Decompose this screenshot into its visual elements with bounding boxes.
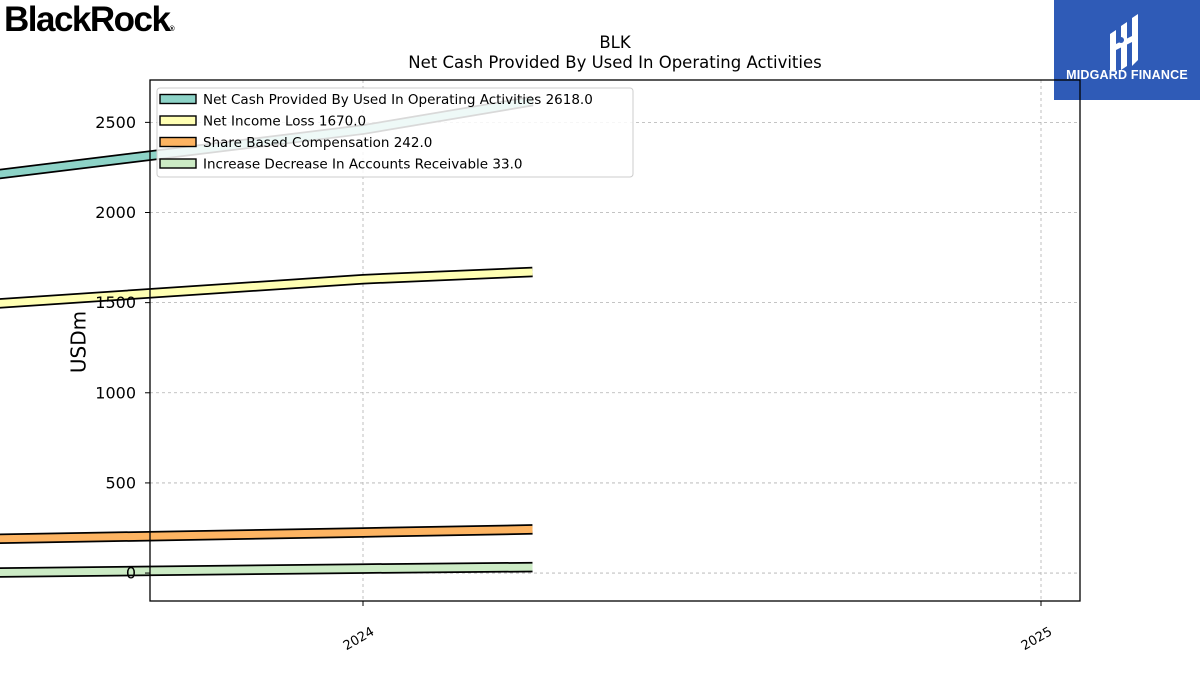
legend-entry: Share Based Compensation 242.0 — [203, 135, 432, 151]
grid — [150, 80, 1080, 601]
y-axis-label: USDm — [67, 311, 91, 373]
series-line — [0, 563, 533, 576]
legend-entry: Net Income Loss 1670.0 — [203, 114, 366, 130]
legend-box — [156, 87, 634, 178]
y-tick-label: 1000 — [95, 383, 136, 402]
legend-swatch — [159, 93, 197, 105]
midgard-mark-icon — [1110, 14, 1138, 70]
y-tick-label: 500 — [105, 473, 136, 492]
x-tick-label: 2024 — [341, 624, 377, 654]
chart-subtitle: Net Cash Provided By Used In Operating A… — [408, 53, 821, 72]
legend-entry: Net Cash Provided By Used In Operating A… — [203, 92, 593, 108]
y-tick-label: 1500 — [95, 293, 136, 312]
legend-swatch — [159, 158, 197, 169]
y-tick-label: 2000 — [95, 203, 136, 222]
legend-entry: Increase Decrease In Accounts Receivable… — [203, 157, 522, 173]
blackrock-logo: BlackRock® — [4, 0, 175, 39]
legend: Net Cash Provided By Used In Operating A… — [156, 87, 634, 178]
midgard-finance-logo: MIDGARD FINANCE — [1054, 0, 1200, 100]
y-tick-label: 2500 — [95, 113, 136, 132]
y-tick-label: 0 — [126, 564, 136, 583]
legend-swatch — [159, 136, 197, 148]
series-line — [0, 525, 533, 543]
x-tick-label: 2025 — [1019, 624, 1055, 654]
x-axis: 2024 2025 — [341, 601, 1055, 654]
legend-swatch — [159, 115, 197, 126]
series-line — [0, 268, 533, 307]
plot-area-frame — [149, 79, 1081, 602]
chart-title: BLK — [599, 33, 632, 52]
y-axis: 0 500 1000 1500 2000 2500 — [95, 113, 150, 583]
partner-logo-text: MIDGARD FINANCE — [1066, 68, 1188, 82]
